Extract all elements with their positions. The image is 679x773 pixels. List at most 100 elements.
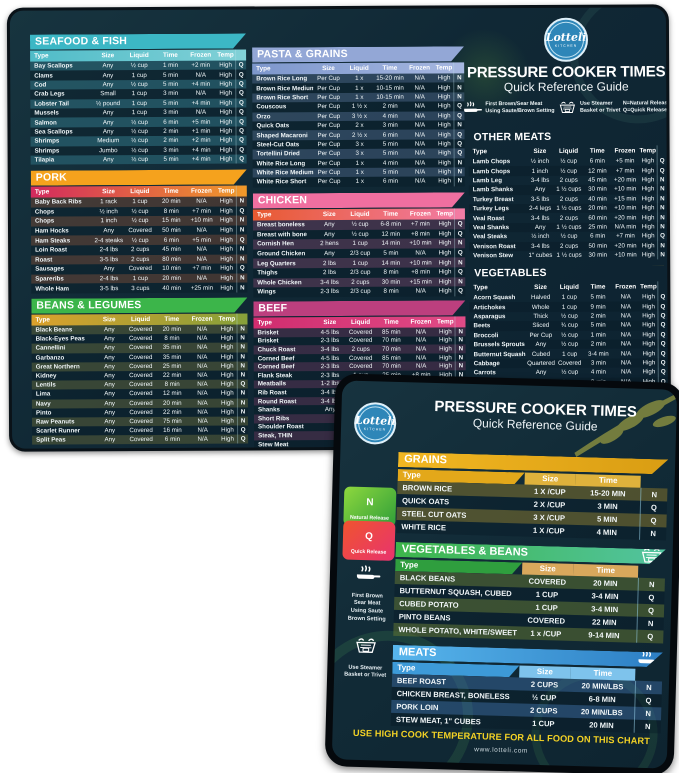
cell: Veal Shanks (472, 224, 510, 232)
cell: High (642, 340, 656, 348)
cell: 2 lbs (322, 269, 337, 277)
cell: 2 CUPS (530, 679, 559, 690)
cell: High (439, 353, 452, 362)
cell: Whole (531, 303, 550, 311)
cell: 4 MIN (596, 527, 618, 538)
cell: Butternut Squash (473, 350, 526, 358)
cell: 2-4 steaks (94, 236, 124, 244)
cell: 6 min (590, 232, 606, 240)
cell: Any (323, 221, 335, 229)
cell: Any (102, 109, 114, 117)
quick-label: Quick Release (350, 549, 387, 557)
cell: ½ cup (130, 80, 148, 89)
cell: Medium (97, 137, 120, 145)
cell: Corned Beef (257, 363, 295, 371)
header-cell: Liquid (558, 147, 579, 155)
table-body: Bay Scallops Any ½ cup 1 min +2 min High Q Clam… (30, 60, 247, 165)
cell: 3 MIN (597, 501, 618, 512)
cell: N (453, 92, 465, 102)
cell: Any (104, 390, 115, 398)
sear-note-text: First Brown Sear Meat Using Saute Brown … (347, 592, 386, 623)
cell: 2 ½ x (351, 131, 368, 139)
cell: 6 min (163, 236, 180, 244)
cell: 2-3 lbs (320, 288, 339, 296)
cell: ½ cup (131, 137, 149, 145)
cell: High (221, 426, 234, 434)
cell: N/A (197, 362, 208, 370)
cell: Turkey Legs (472, 205, 509, 213)
cell: ½ cup (131, 156, 149, 164)
table-title: PORK (31, 169, 247, 185)
cell: N (637, 577, 665, 592)
cell: Per Cup (317, 131, 341, 139)
pan-icon (646, 116, 668, 131)
cell: Orzo (256, 113, 271, 121)
header-cell (454, 208, 465, 220)
cell: 5 min (383, 249, 399, 257)
cell: ½ pound (96, 99, 121, 108)
cell: 8 min (164, 335, 180, 343)
header-cell: Time (164, 315, 180, 323)
cell: Black-Eyes Peas (35, 335, 85, 343)
cell: N/A (196, 197, 207, 206)
cell: 1 x (355, 168, 364, 177)
cell: 8 min (383, 288, 399, 296)
cell: N (455, 361, 466, 371)
cell: 15 min (162, 217, 181, 225)
header-cell: Time (382, 64, 398, 72)
cell: Quartered (527, 359, 555, 367)
cell: 1 X /CUP (532, 525, 565, 536)
cell: Venison Stew (473, 252, 514, 260)
cell: N/A (414, 159, 426, 167)
legend: First Brown/Sear Meat Using Saute/Brown … (462, 100, 668, 116)
cell: 20 min (161, 198, 181, 206)
header-cell: Frozen (615, 283, 637, 291)
cell: 1 ½ cups (556, 251, 582, 259)
cell: High (439, 362, 452, 370)
cell: High (641, 166, 655, 174)
cell: High (641, 242, 655, 250)
cell: Q (657, 292, 668, 302)
table-row: Whole Ham 3-5 lbs 3 cups 40 min +25 min High N (31, 282, 248, 294)
cell: ½ cup (560, 312, 578, 320)
cell: 45 min (162, 246, 181, 254)
cell: N/A (414, 112, 426, 120)
cell: 15-20 MIN (590, 488, 626, 499)
cell: N/A (620, 350, 632, 358)
cell: High (438, 328, 452, 336)
cell: 3-4 MIN (591, 604, 619, 615)
cell: Lamb Shanks (472, 186, 514, 194)
cell: Per Cup (529, 331, 553, 339)
cell: Covered (129, 353, 153, 361)
cell: Q (237, 425, 249, 435)
pork-table: PORK Type Size Liquid Time Frozen Temp Baby Bac… (31, 169, 248, 294)
cell: Q (657, 311, 668, 321)
cell: High (219, 71, 233, 79)
large-header: Lotteli KITCHEN PRESSURE COOKER TIMES Qu… (462, 17, 668, 116)
cell: Any (104, 418, 116, 426)
cell: High (438, 159, 451, 167)
cell: Covered (348, 337, 373, 345)
table-row: Tilapia Any ½ cup 5 min +4 min High Q (30, 154, 247, 165)
cell: Per Cup (317, 93, 340, 102)
cell: Q (235, 154, 247, 164)
cell: 2 cups (559, 176, 578, 184)
cell: +25 min (190, 284, 214, 292)
cell: 1 x (355, 159, 364, 167)
cell: 3-4 lbs (530, 176, 550, 184)
seafood-table: SEAFOOD & FISH Type Size Liquid Time Frozen Te… (30, 33, 247, 165)
cell: High (642, 293, 655, 301)
cell: N (453, 157, 465, 168)
cell: +4 min (191, 99, 211, 107)
cell: 3 min (163, 108, 179, 117)
cell: N/A (415, 287, 426, 296)
cell: High (219, 118, 233, 126)
cell: N (454, 238, 466, 249)
cell: N (656, 175, 667, 185)
cell: 2 min (163, 127, 179, 135)
brand-logo: Lotteli KITCHEN (353, 401, 397, 445)
cell: Crab Legs (34, 90, 65, 98)
cell: High (641, 204, 655, 212)
brand-logo: Lotteli KITCHEN (543, 17, 589, 62)
